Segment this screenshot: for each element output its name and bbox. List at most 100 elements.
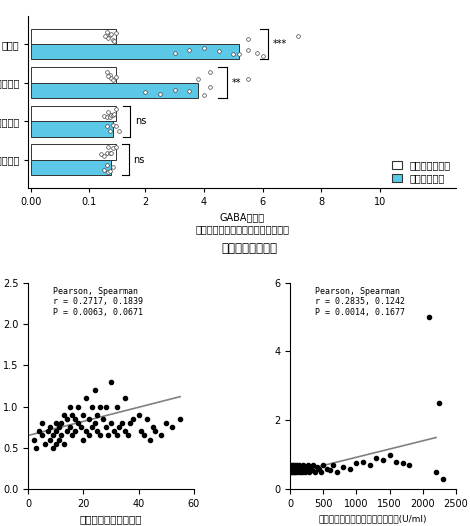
Point: [80, 436, 87, 444]
Point: [194, 75, 202, 84]
Point: [112, 122, 119, 130]
Text: ns: ns: [133, 155, 145, 165]
Point: [244, 45, 252, 54]
Point: [141, 87, 149, 96]
Point: [103, 68, 111, 77]
Point: [229, 49, 237, 58]
Text: **: **: [232, 77, 241, 88]
Point: [292, 466, 300, 474]
Point: [146, 436, 154, 444]
Point: [110, 36, 118, 45]
Point: [124, 431, 132, 440]
Point: [105, 72, 112, 80]
Point: [112, 29, 119, 37]
Point: [116, 423, 123, 431]
Point: [290, 468, 298, 476]
Point: [36, 427, 43, 436]
Point: [289, 468, 296, 476]
Point: [74, 402, 82, 411]
Point: [108, 29, 115, 38]
Point: [206, 83, 213, 91]
Point: [299, 461, 306, 469]
Point: [235, 50, 243, 58]
Point: [52, 427, 60, 436]
Point: [71, 427, 79, 436]
Point: [109, 36, 117, 44]
Point: [80, 411, 87, 419]
Point: [294, 32, 302, 40]
Point: [312, 468, 319, 476]
Point: [200, 44, 208, 53]
Point: [102, 32, 109, 40]
Point: [118, 419, 126, 427]
X-axis label: 抗環状シトルリン化ペプチド濃度(U/ml): 抗環状シトルリン化ペプチド濃度(U/ml): [319, 514, 427, 523]
Point: [103, 122, 111, 130]
Point: [313, 462, 321, 471]
Point: [129, 414, 137, 423]
Point: [33, 443, 40, 452]
Point: [244, 35, 252, 43]
Bar: [31, 160, 111, 175]
Point: [171, 86, 178, 94]
X-axis label: 疾患活動性評価スコア: 疾患活動性評価スコア: [80, 514, 142, 524]
Point: [105, 168, 112, 176]
Point: [113, 402, 120, 411]
Point: [91, 386, 98, 394]
Point: [329, 461, 337, 469]
Point: [392, 458, 400, 466]
Point: [109, 110, 117, 119]
Point: [104, 431, 112, 440]
Point: [103, 148, 111, 157]
Point: [82, 394, 90, 402]
Text: ***: ***: [273, 39, 287, 49]
Point: [315, 464, 322, 473]
Bar: [31, 67, 116, 83]
Point: [69, 411, 76, 419]
Point: [143, 414, 151, 423]
Point: [109, 163, 117, 171]
Point: [359, 458, 367, 466]
Point: [69, 431, 76, 440]
Point: [47, 423, 54, 431]
Point: [215, 47, 222, 55]
Point: [121, 394, 129, 402]
Point: [49, 431, 57, 440]
Point: [30, 436, 38, 444]
Point: [110, 110, 118, 118]
Point: [63, 414, 70, 423]
Text: 関節リウマチ患者: 関節リウマチ患者: [221, 242, 277, 255]
Point: [52, 440, 60, 448]
Point: [108, 110, 115, 119]
Bar: [31, 83, 198, 98]
Point: [373, 454, 380, 462]
X-axis label: GABA濃度比
（野生型の非接種リンパ節との比）: GABA濃度比 （野生型の非接種リンパ節との比）: [195, 213, 289, 234]
Point: [339, 462, 347, 471]
Point: [296, 461, 303, 469]
Point: [399, 459, 407, 468]
Point: [96, 402, 104, 411]
Point: [308, 466, 316, 474]
Point: [60, 411, 68, 419]
Point: [379, 456, 387, 464]
Point: [298, 464, 305, 473]
Bar: [31, 121, 113, 137]
Point: [102, 423, 110, 431]
Point: [156, 89, 164, 98]
Point: [66, 402, 73, 411]
Point: [289, 462, 296, 471]
Point: [288, 461, 296, 469]
Point: [310, 461, 317, 469]
Point: [323, 464, 330, 473]
Point: [289, 464, 297, 473]
Point: [107, 419, 115, 427]
Point: [100, 112, 108, 120]
Point: [103, 28, 111, 36]
Point: [333, 468, 340, 476]
Point: [96, 431, 104, 440]
Point: [293, 461, 300, 469]
Point: [71, 414, 79, 423]
Point: [38, 431, 46, 440]
Point: [306, 468, 313, 476]
Point: [352, 459, 360, 468]
Bar: [31, 106, 116, 121]
